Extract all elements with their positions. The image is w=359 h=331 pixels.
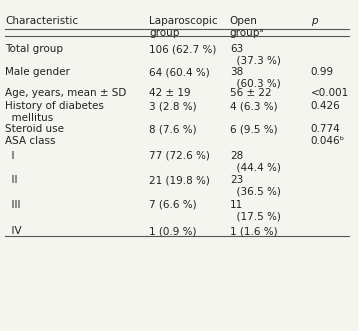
Text: 11
  (17.5 %): 11 (17.5 %) — [230, 200, 281, 221]
Text: Laparoscopic
group: Laparoscopic group — [149, 16, 218, 38]
Text: 3 (2.8 %): 3 (2.8 %) — [149, 102, 197, 112]
Text: 56 ± 22: 56 ± 22 — [230, 88, 271, 98]
Text: 64 (60.4 %): 64 (60.4 %) — [149, 67, 210, 77]
Text: I: I — [5, 151, 14, 161]
Text: p: p — [311, 16, 317, 26]
Text: 28
  (44.4 %): 28 (44.4 %) — [230, 151, 281, 172]
Text: 63
  (37.3 %): 63 (37.3 %) — [230, 44, 281, 66]
Text: 1 (1.6 %): 1 (1.6 %) — [230, 226, 278, 236]
Text: 7 (6.6 %): 7 (6.6 %) — [149, 200, 197, 210]
Text: 0.774: 0.774 — [311, 124, 340, 134]
Text: 77 (72.6 %): 77 (72.6 %) — [149, 151, 210, 161]
Text: History of diabetes
  mellitus: History of diabetes mellitus — [5, 102, 104, 123]
Text: Open
groupᵃ: Open groupᵃ — [230, 16, 264, 38]
Text: Characteristic: Characteristic — [5, 16, 78, 26]
Text: IV: IV — [5, 226, 22, 236]
Text: 6 (9.5 %): 6 (9.5 %) — [230, 124, 278, 134]
Text: ASA class: ASA class — [5, 136, 55, 146]
Text: 4 (6.3 %): 4 (6.3 %) — [230, 102, 278, 112]
Text: Male gender: Male gender — [5, 67, 70, 77]
Text: 1 (0.9 %): 1 (0.9 %) — [149, 226, 196, 236]
Text: <0.001: <0.001 — [311, 88, 349, 98]
Text: 0.99: 0.99 — [311, 67, 334, 77]
Text: 106 (62.7 %): 106 (62.7 %) — [149, 44, 216, 54]
Text: 8 (7.6 %): 8 (7.6 %) — [149, 124, 197, 134]
Text: 0.426: 0.426 — [311, 102, 340, 112]
Text: 0.046ᵇ: 0.046ᵇ — [311, 136, 345, 146]
Text: Age, years, mean ± SD: Age, years, mean ± SD — [5, 88, 126, 98]
Text: 42 ± 19: 42 ± 19 — [149, 88, 191, 98]
Text: 21 (19.8 %): 21 (19.8 %) — [149, 175, 210, 185]
Text: 23
  (36.5 %): 23 (36.5 %) — [230, 175, 281, 197]
Text: 38
  (60.3 %): 38 (60.3 %) — [230, 67, 280, 89]
Text: Total group: Total group — [5, 44, 63, 54]
Text: Steroid use: Steroid use — [5, 124, 64, 134]
Text: III: III — [5, 200, 20, 210]
Text: II: II — [5, 175, 17, 185]
